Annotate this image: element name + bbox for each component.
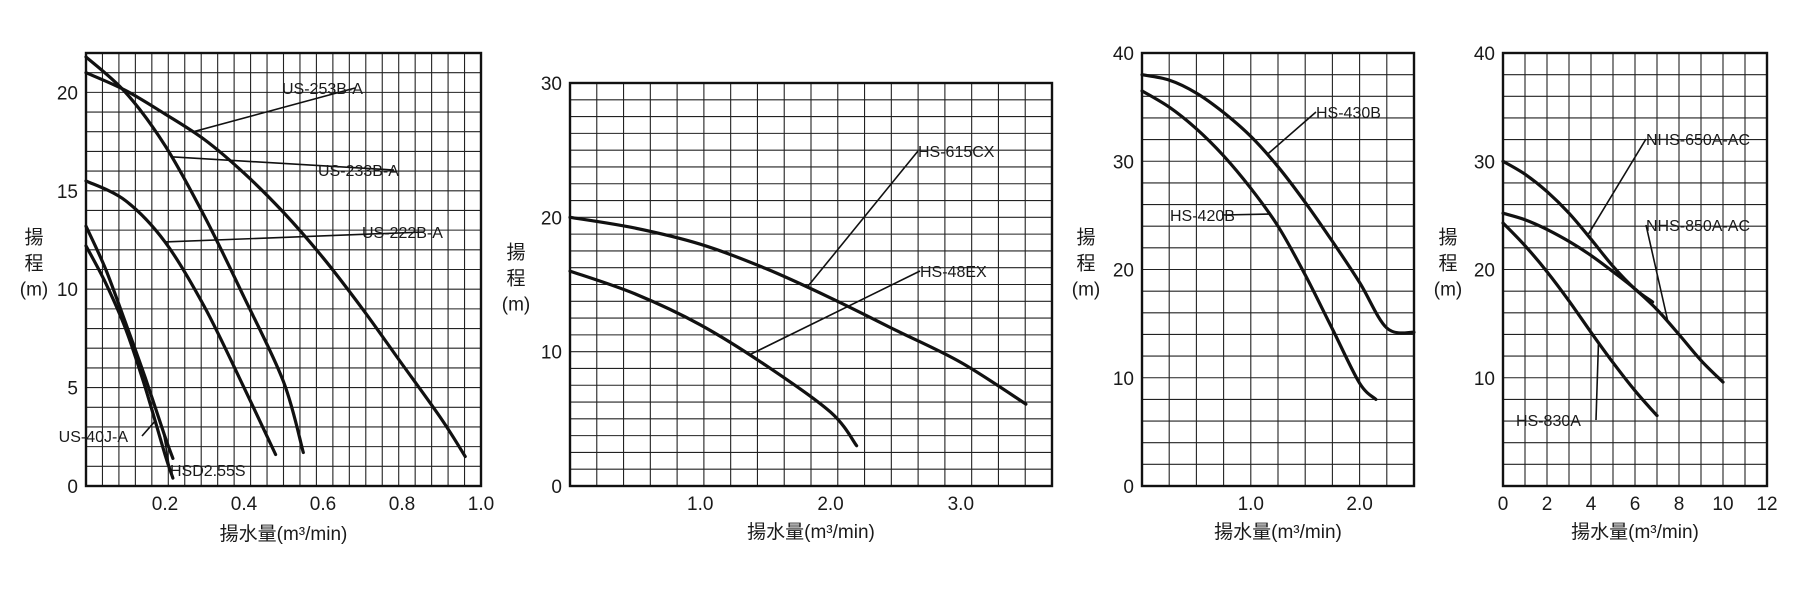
callout-leader: [1595, 342, 1600, 421]
series-label: HS-420B: [1170, 208, 1235, 225]
chart-3: 1.0 2.0 0 10 20 30 40 揚水量(m³/min) 揚程 (m) HS-430B HS…: [1072, 44, 1416, 543]
x-axis-title: 揚水量(m³/min): [1214, 521, 1342, 543]
series-line-hs-615cx: [568, 215, 1028, 406]
y-tick-label: 20: [1474, 261, 1495, 282]
x-tick-label: 0.8: [389, 494, 415, 515]
y-tick-label: 0: [67, 477, 78, 498]
x-tick-label: 0.6: [310, 494, 336, 515]
series-line-us-222b-a: [84, 179, 278, 457]
series-line-hs-420b: [1140, 89, 1378, 401]
grid: [1142, 53, 1414, 486]
series-line-us-253b-a: [84, 71, 467, 459]
x-axis-title: 揚水量(m³/min): [220, 523, 348, 545]
y-tick-label: 20: [57, 83, 78, 104]
y-tick-label: 15: [57, 182, 78, 203]
callout-leader: [748, 270, 921, 356]
x-tick-label: 6: [1630, 494, 1641, 515]
y-tick-label: 30: [1474, 152, 1495, 173]
series-line-us-40j-a: [84, 244, 175, 480]
y-axis-title: 程: [506, 268, 525, 290]
series-line-us-233b-a: [84, 55, 305, 455]
callout-leader: [806, 150, 919, 288]
y-axis-title: (m): [20, 280, 48, 301]
y-tick-label: 10: [57, 280, 78, 301]
x-tick-label: 1.0: [1238, 494, 1264, 515]
y-tick-label: 20: [1113, 261, 1134, 282]
series-line-hs-48ex: [568, 269, 859, 448]
y-tick-label: 0: [1123, 477, 1134, 498]
y-tick-label: 40: [1474, 44, 1495, 65]
series-line-hs-830a: [1501, 221, 1659, 418]
x-tick-label: 3.0: [948, 494, 974, 515]
series-label: HS-830A: [1516, 413, 1581, 430]
y-tick-label: 10: [1474, 369, 1495, 390]
x-tick-label: 10: [1712, 494, 1733, 515]
x-tick-label: 2.0: [817, 494, 843, 515]
x-tick-label: 4: [1586, 494, 1597, 515]
series-label: NHS-850A-AC: [1646, 218, 1750, 235]
callout-leader: [1645, 224, 1669, 323]
series-line-nhs-850a-ac: [1501, 211, 1725, 384]
x-axis-title: 揚水量(m³/min): [747, 521, 875, 543]
y-axis-title: (m): [1434, 280, 1462, 301]
plot-frame: [1501, 51, 1769, 488]
callout-leader: [164, 231, 425, 243]
series-label: US-40J-A: [59, 429, 129, 446]
callout-leader: [1266, 111, 1317, 156]
callout-leader: [171, 156, 395, 171]
series-label: US-222B-A: [362, 225, 443, 242]
callout-leader: [162, 430, 171, 471]
x-axis-title: 揚水量(m³/min): [1571, 521, 1699, 543]
y-tick-label: 0: [551, 477, 562, 498]
chart-4: 0 2 4 6 8 10 12 10 20 30 40 揚水量(m³/min) 揚程 (m) NHS-650…: [1434, 44, 1778, 543]
y-tick-label: 30: [1113, 152, 1134, 173]
series-label: US-253B-A: [282, 81, 363, 98]
series-label: HS-48EX: [920, 264, 987, 281]
x-tick-label: 0.4: [231, 494, 258, 515]
callout-leader: [141, 420, 156, 437]
series-label: HSD2.55S: [170, 463, 246, 480]
x-tick-label: 12: [1756, 494, 1777, 515]
plot-frame: [1140, 51, 1416, 488]
y-axis-title: (m): [502, 295, 530, 316]
y-axis-title: 揚: [1438, 227, 1457, 249]
x-tick-label: 0: [1498, 494, 1509, 515]
y-tick-label: 10: [541, 343, 562, 364]
x-tick-label: 0.2: [152, 494, 178, 515]
y-tick-label: 40: [1113, 44, 1134, 65]
series-label: HS-430B: [1316, 105, 1381, 122]
chart-2: 1.0 2.0 3.0 0 10 20 30 揚水量(m³/min) 揚程 (m) HS-615CX…: [502, 74, 1054, 543]
series-label: US-233B-A: [318, 163, 399, 180]
series-label: HS-615CX: [918, 144, 995, 161]
series-line-hs-430b: [1140, 73, 1416, 335]
y-axis-title: 揚: [24, 227, 43, 249]
grid: [1503, 53, 1767, 486]
y-axis-title: (m): [1072, 280, 1100, 301]
y-axis-title: 揚: [506, 242, 525, 264]
y-tick-label: 30: [541, 74, 562, 95]
x-tick-label: 2: [1542, 494, 1553, 515]
x-tick-label: 1.0: [687, 494, 713, 515]
x-tick-label: 8: [1674, 494, 1685, 515]
x-tick-label: 2.0: [1346, 494, 1372, 515]
y-axis-title: 程: [1076, 253, 1095, 275]
grid: [570, 83, 1052, 486]
y-tick-label: 5: [67, 379, 78, 400]
plot-frame: [568, 81, 1054, 488]
y-axis-title: 揚: [1076, 227, 1095, 249]
plot-frame: [84, 51, 483, 488]
callout-leader: [192, 87, 356, 133]
series-line-hsd2.55s: [84, 224, 175, 460]
y-axis-title: 程: [24, 253, 43, 275]
series-label: NHS-650A-AC: [1646, 132, 1750, 149]
y-tick-label: 20: [541, 208, 562, 229]
chart-1: 0.2 0.4 0.6 0.8 1.0 0 5 10 15 20 揚水量(m³/min) 揚程 (m) U…: [20, 51, 494, 545]
x-tick-label: 1.0: [468, 494, 494, 515]
callout-leader: [1221, 213, 1270, 216]
y-axis-title: 程: [1438, 253, 1457, 275]
callout-leader: [1587, 138, 1647, 236]
y-tick-label: 10: [1113, 369, 1134, 390]
